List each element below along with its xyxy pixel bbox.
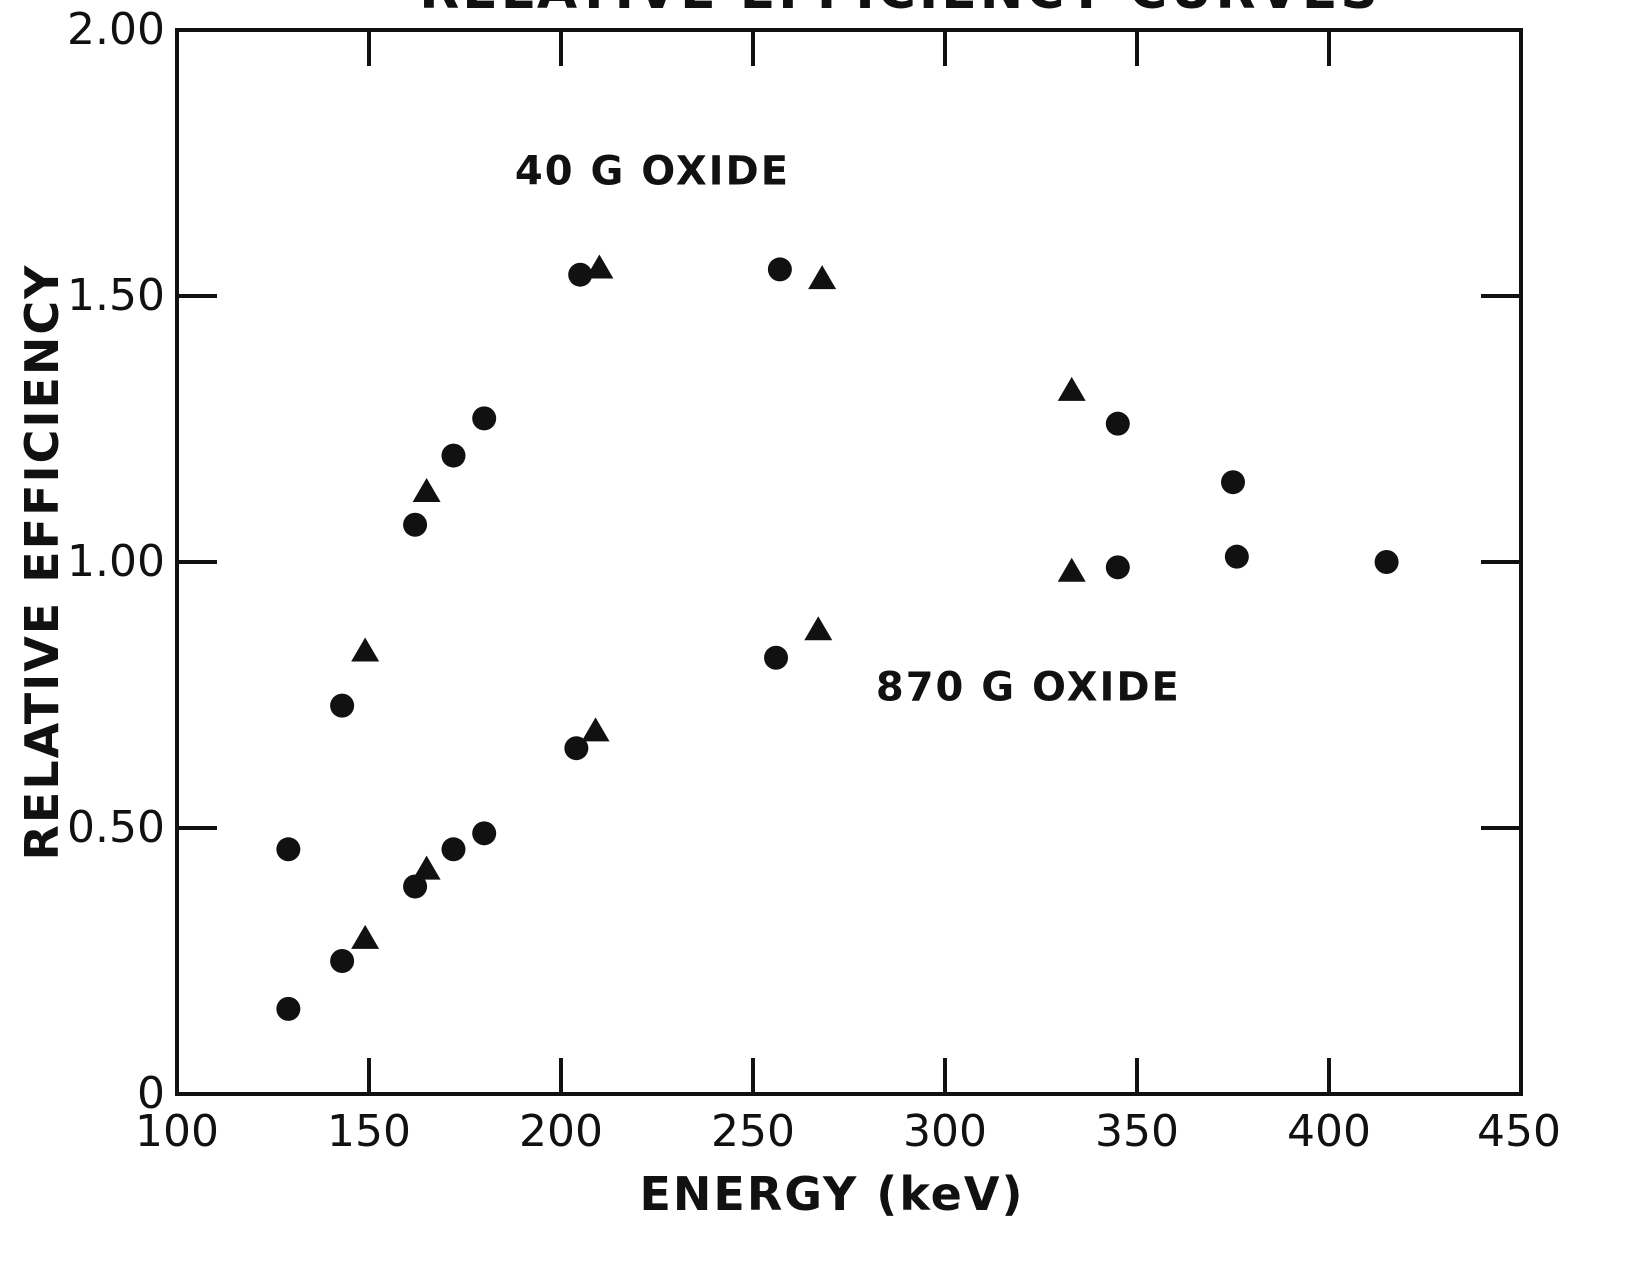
triangle-data-point xyxy=(351,637,380,662)
data-markers xyxy=(276,254,1399,1021)
circle-data-point xyxy=(276,837,301,862)
circle-data-point xyxy=(1105,411,1130,436)
chart-title: RELATIVE EFFICIENCY CURVES xyxy=(419,0,1381,21)
x-axis-label: ENERGY (keV) xyxy=(639,1167,1024,1221)
x-tick-label: 100 xyxy=(135,1106,219,1157)
x-tick-label: 450 xyxy=(1477,1106,1561,1157)
x-tick-label: 150 xyxy=(327,1106,411,1157)
circle-data-point xyxy=(472,821,497,846)
x-tick-label: 350 xyxy=(1095,1106,1179,1157)
triangle-data-point xyxy=(581,717,610,742)
circle-data-point xyxy=(568,262,593,287)
series-annotation: 40 G OXIDE xyxy=(515,148,790,194)
triangle-data-point xyxy=(804,616,833,641)
circle-data-point xyxy=(441,443,466,468)
y-tick-label: 1.00 xyxy=(67,536,165,587)
x-axis: 100 150 200 250 300 350 400 450 xyxy=(135,30,1561,1157)
circle-data-point xyxy=(403,512,428,537)
triangle-data-point xyxy=(1057,557,1086,582)
circle-data-point xyxy=(276,996,301,1021)
triangle-data-point xyxy=(1057,376,1086,401)
x-tick-label: 300 xyxy=(903,1106,987,1157)
circle-data-point xyxy=(472,406,497,431)
y-axis: 0 0.50 1.00 1.50 2.00 xyxy=(67,4,1521,1119)
triangle-data-point xyxy=(585,254,614,279)
triangle-data-point xyxy=(412,477,441,502)
circle-data-point xyxy=(441,837,466,862)
circle-data-point xyxy=(1224,544,1249,569)
circle-data-point xyxy=(1105,555,1130,580)
circle-data-point xyxy=(1221,470,1245,495)
triangle-data-point xyxy=(808,265,837,290)
y-tick-label: 2.00 xyxy=(67,4,165,55)
y-tick-label: 1.50 xyxy=(67,270,165,321)
circle-data-point xyxy=(403,874,428,899)
circle-data-point xyxy=(564,736,589,761)
circle-data-point xyxy=(1374,550,1399,574)
series-annotation: 870 G OXIDE xyxy=(876,664,1181,710)
circle-data-point xyxy=(767,257,792,282)
circle-data-point xyxy=(330,693,355,718)
y-axis-label: RELATIVE EFFICIENCY xyxy=(15,264,69,861)
x-tick-label: 250 xyxy=(711,1106,795,1157)
plot-frame xyxy=(175,28,1523,1096)
triangle-data-point xyxy=(351,924,380,949)
triangle-data-point xyxy=(412,855,441,880)
x-tick-label: 400 xyxy=(1287,1106,1371,1157)
annotations: 40 G OXIDE 870 G OXIDE xyxy=(515,148,1181,710)
circle-data-point xyxy=(330,949,355,973)
y-tick-label: 0 xyxy=(137,1068,165,1119)
circle-data-point xyxy=(764,645,789,670)
y-tick-label: 0.50 xyxy=(67,802,165,853)
x-tick-label: 200 xyxy=(519,1106,603,1157)
